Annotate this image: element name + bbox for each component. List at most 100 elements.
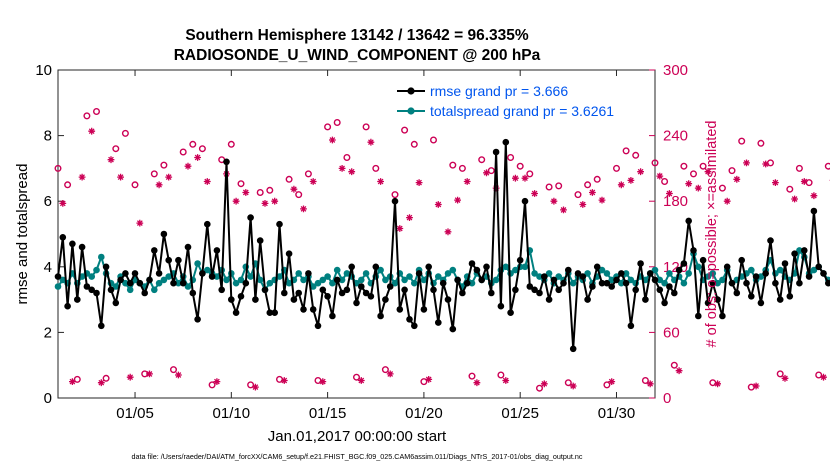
rmse-point [473,266,481,274]
spread-point [324,273,331,280]
obs-assimilated-point [309,178,317,185]
rmse-point [637,260,644,267]
x-tick-label: 01/30 [598,405,636,422]
rmse-point [825,279,830,287]
obs-assimilated-point [791,195,798,203]
rmse-point [565,266,572,274]
spread-point [338,276,346,284]
obs-possible-point [92,107,100,115]
rmse-point [776,296,784,303]
obs-assimilated-point [386,370,394,378]
obs-assimilated-point [319,378,327,385]
obs-assimilated-point [521,174,529,182]
obs-possible-point [64,181,72,189]
rmse-point [488,289,495,297]
rmse-point [237,293,245,300]
rmse-point [141,289,148,297]
rmse-point [536,289,543,297]
rmse-point [146,276,153,284]
legend-spread-marker [407,107,415,115]
obs-possible-point [767,159,775,167]
y-left-tick-label: 10 [35,62,52,79]
spread-point [247,273,254,280]
y-left-tick-label: 6 [44,193,52,210]
obs-assimilated-point [733,175,741,183]
rmse-point [420,306,428,313]
x-tick-label: 01/05 [116,405,154,422]
rmse-point [271,309,279,317]
spread-point [295,270,303,277]
obs-assimilated-point [656,172,664,180]
obs-assimilated-point [743,159,750,167]
rmse-point [98,322,105,330]
x-tick-label: 01/25 [501,405,539,422]
obs-assimilated-point [338,165,346,172]
obs-assimilated-point [165,173,173,181]
rmse-point [74,296,81,303]
spread-point [93,266,100,274]
rmse-point [372,263,380,271]
y-axis-right-label: # of obs: o=possible; ×=assimilated [704,121,720,348]
rmse-point [608,283,615,290]
obs-possible-point [738,137,746,145]
spread-point [329,279,336,287]
rmse-point [131,270,139,277]
spread-point [382,276,389,284]
obs-assimilated-point [59,200,67,207]
rmse-point [309,306,317,313]
y-right-tick-label: 180 [663,193,688,210]
rmse-point [709,279,717,287]
spread-point [536,273,543,280]
spread-point [757,273,765,280]
rmse-point [285,250,293,257]
rmse-point [497,302,505,310]
rmse-point [382,296,389,303]
obs-possible-point [208,381,216,389]
obs-assimilated-point [704,168,712,176]
rmse-point [680,260,688,267]
rmse-point [151,247,158,254]
obs-possible-point [102,374,110,382]
rmse-point [478,276,486,284]
rmse-point [661,299,668,307]
spread-point [492,276,500,284]
obs-assimilated-point [146,370,153,378]
spread-point [444,270,452,277]
obs-assimilated-point [666,190,673,197]
rmse-point [820,270,827,277]
rmse-point [136,279,144,287]
obs-possible-point [131,181,139,189]
y-axis-left: 0 2 4 6 8 10 [35,62,64,407]
spread-point [435,273,442,280]
spread-point [300,276,307,284]
rmse-point [59,234,67,241]
rmse-point [723,263,731,271]
spread-point [237,276,245,284]
rmse-point [685,217,692,225]
rmse-point [401,286,408,294]
obs-possible-point [401,126,409,134]
obs-possible-point [333,118,341,126]
rmse-point [208,273,216,280]
obs-possible-point [584,181,592,189]
spread-point [333,266,341,274]
rmse-point [613,276,620,284]
rmse-point [425,263,433,271]
rmse-point [810,207,818,215]
rmse-point [362,289,370,297]
rmse-point [569,345,577,353]
rmse-point [281,289,288,297]
spread-point [719,276,726,284]
footer-data-file: data file: /Users/raeder/DAI/ATM_forcXX/… [132,452,583,461]
obs-possible-point [227,140,235,148]
rmse-point [54,273,62,280]
spread-point [232,279,240,287]
spread-point [319,276,327,284]
obs-assimilated-point [194,154,201,161]
y-left-tick-label: 4 [44,259,52,276]
rmse-point [305,270,312,277]
obs-assimilated-point [569,382,577,390]
rmse-point [213,247,221,254]
spread-point [59,276,67,284]
obs-assimilated-point [126,373,134,381]
